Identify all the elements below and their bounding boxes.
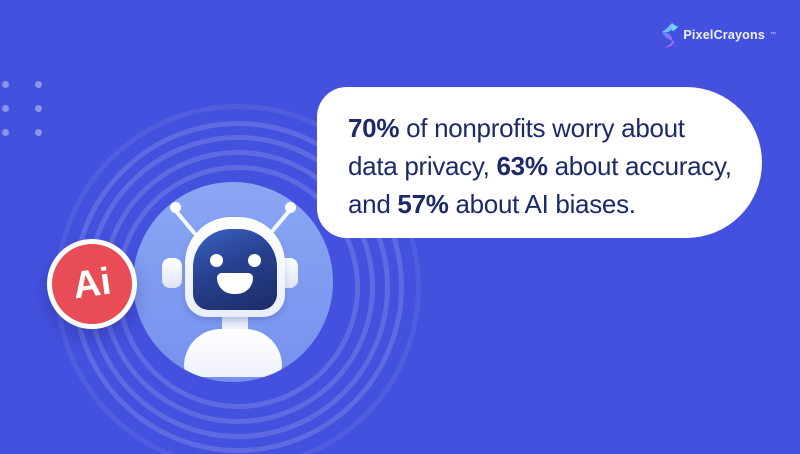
ai-badge-label: Ai	[70, 260, 114, 308]
stat-text-line-2: data privacy, 63% about accuracy,	[348, 151, 732, 181]
decor-dot	[35, 81, 42, 88]
brand-logo: PixelCrayons ™	[659, 22, 776, 48]
robot-avatar-circle	[133, 182, 333, 382]
hummingbird-logo-icon	[659, 22, 679, 48]
decor-dot	[35, 105, 42, 112]
robot-antenna-ball-right	[285, 202, 296, 213]
decor-dot	[2, 105, 9, 112]
decor-dot	[2, 129, 9, 136]
robot-smile-mouth	[217, 273, 253, 294]
robot-antenna-ball-left	[170, 202, 181, 213]
stat-speech-bubble: 70% of nonprofits worry about data priva…	[317, 87, 762, 238]
robot-eye-left	[210, 254, 223, 267]
brand-name: PixelCrayons	[683, 28, 765, 42]
robot-face-screen	[193, 229, 277, 310]
robot-ear-left	[162, 258, 182, 288]
ai-badge: Ai	[47, 239, 137, 329]
trademark-symbol: ™	[770, 32, 776, 38]
robot-neck	[222, 314, 248, 331]
stat-text-line-1: 70% of nonprofits worry about	[348, 113, 685, 143]
decor-dot	[35, 129, 42, 136]
robot-eye-right	[248, 254, 261, 267]
decor-dot	[2, 81, 9, 88]
robot-torso	[184, 329, 282, 377]
stat-text-line-3: and 57% about AI biases.	[348, 189, 636, 219]
